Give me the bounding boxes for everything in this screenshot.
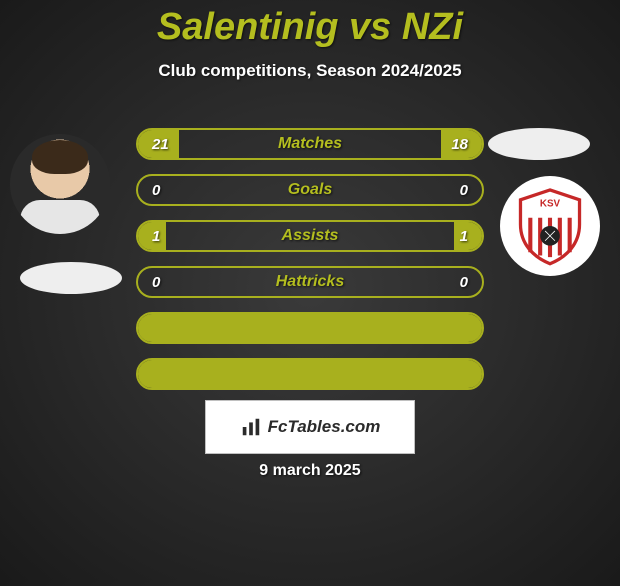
stat-value-left: 0	[138, 176, 174, 204]
player-right-flag	[488, 128, 590, 160]
stat-value-left: 1	[138, 222, 174, 250]
stat-value-right: 0	[446, 176, 482, 204]
player-left-avatar	[10, 134, 110, 234]
page-title: Salentinig vs NZi	[0, 6, 620, 49]
club-badge-text: KSV	[540, 198, 561, 209]
footer-brand-badge: FcTables.com	[205, 400, 415, 454]
stat-label: Hattricks	[276, 273, 344, 291]
chart-icon	[240, 416, 262, 438]
stat-fill-full	[138, 314, 482, 342]
stat-value-right: 1	[446, 222, 482, 250]
stat-value-left: 0	[138, 268, 174, 296]
stat-label: Goals	[288, 181, 332, 199]
stat-row-min-per-goal: Min per goal	[136, 358, 484, 390]
stat-row-goals: 0 Goals 0	[136, 174, 484, 206]
stats-rows: 21 Matches 18 0 Goals 0 1 Assists 1 0 Ha…	[136, 128, 484, 404]
subtitle: Club competitions, Season 2024/2025	[0, 61, 620, 81]
date-text: 9 march 2025	[0, 462, 620, 480]
stat-value-left: 21	[138, 130, 183, 158]
player-right-club-badge: KSV	[500, 176, 600, 276]
club-badge-icon: KSV	[509, 185, 591, 267]
stat-fill-full	[138, 360, 482, 388]
stat-label: Assists	[282, 227, 339, 245]
player-left-flag	[20, 262, 122, 294]
stat-label: Matches	[278, 135, 342, 153]
stat-row-assists: 1 Assists 1	[136, 220, 484, 252]
stat-row-hattricks: 0 Hattricks 0	[136, 266, 484, 298]
footer-brand-text: FcTables.com	[268, 417, 381, 437]
stat-row-matches: 21 Matches 18	[136, 128, 484, 160]
stat-value-right: 18	[437, 130, 482, 158]
stat-row-goals-per-match: Goals per match	[136, 312, 484, 344]
stat-value-right: 0	[446, 268, 482, 296]
